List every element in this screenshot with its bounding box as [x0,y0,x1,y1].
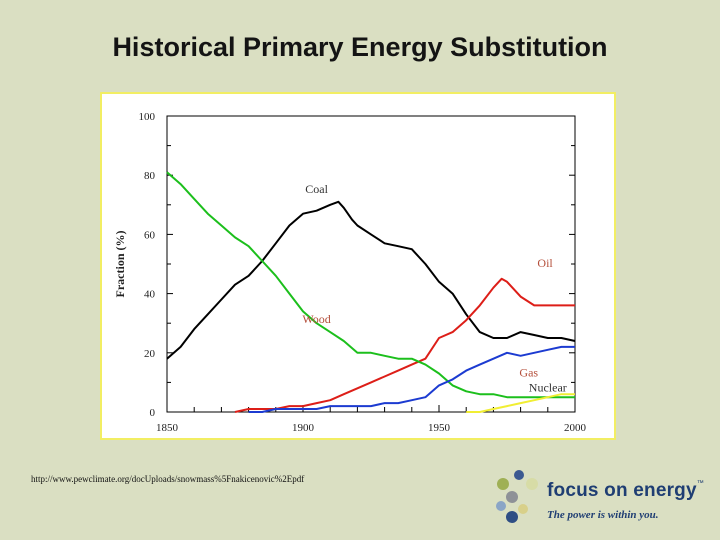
series-line-oil [234,277,575,413]
logo-text: focus on energy™ [547,480,704,502]
y-tick-label: 20 [144,348,156,360]
y-tick-label: 80 [144,170,156,182]
series-line-coal [166,200,576,360]
x-tick-label: 1950 [428,422,451,434]
logo-dot [506,491,518,503]
y-tick-label: 100 [139,111,156,123]
source-url: http://www.pewclimate.org/docUploads/sno… [31,474,305,484]
logo-dot [506,511,518,523]
series-line-wood [166,171,575,399]
series-label-coal: Coal [305,182,328,196]
logo-trademark: ™ [696,480,704,487]
x-tick-label: 1850 [156,422,179,434]
focus-on-energy-logo: focus on energy™ The power is within you… [493,468,713,528]
energy-chart: 0 20 40 60 80 100 1850 1900 1950 2000 Coal Oil Woo… [113,111,587,434]
series-label-gas: Gas [519,365,538,379]
y-tick-label: 40 [144,289,156,301]
logo-dot [518,504,528,514]
x-tick-label: 1900 [292,422,315,434]
logo-dot [526,478,538,490]
logo-wordmark: focus on energy [547,480,697,501]
series-line-nuclear [466,393,575,413]
slide-title: Historical Primary Energy Substitution [112,32,608,62]
logo-dot [514,470,524,480]
y-tick-label: 0 [150,407,156,419]
y-axis-label: Fraction (%) [113,231,127,298]
logo-tagline: The power is within you. [547,509,659,521]
plot-border [166,115,576,413]
logo-dot [497,478,509,490]
series-line-gas [248,345,575,413]
series-label-oil: Oil [537,256,553,270]
logo-dot [496,501,506,511]
logo-dots-icon [496,470,538,523]
x-tick-label: 2000 [564,422,587,434]
series-label-nuclear: Nuclear [529,380,567,394]
chart-frame: 0 20 40 60 80 100 1850 1900 1950 2000 Coal Oil Woo… [100,92,616,440]
y-tick-label: 60 [144,229,156,241]
series-label-wood: Wood [302,312,330,326]
